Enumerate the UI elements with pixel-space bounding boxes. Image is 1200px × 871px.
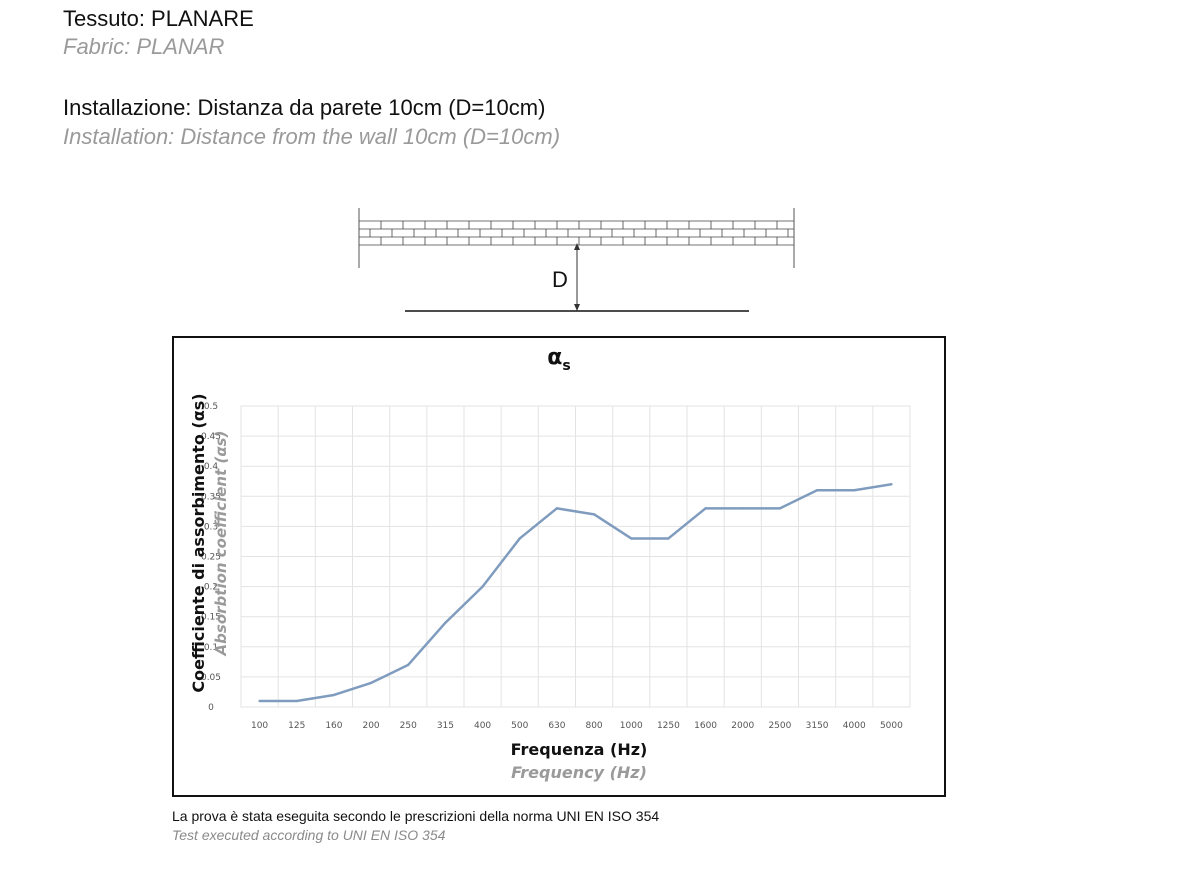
data-point xyxy=(258,699,261,703)
arrow-down-icon xyxy=(574,304,580,311)
fabric-title: Tessuto: PLANARE xyxy=(63,6,254,31)
x-tick-label: 630 xyxy=(548,721,565,731)
distance-label: D xyxy=(552,267,568,292)
chart-frame: αs 0 0.05 0.1 0.15 0.2 0.25 0.3 0.35 0.4 0.45 0.5 … xyxy=(172,336,946,797)
data-series xyxy=(258,483,893,703)
x-tick-label: 800 xyxy=(585,721,602,731)
brick-wall xyxy=(358,220,794,246)
data-point xyxy=(444,621,447,624)
data-point xyxy=(815,489,819,492)
arrow-up-icon xyxy=(574,243,580,250)
data-point xyxy=(518,537,521,540)
installation-subtitle: Installation: Distance from the wall 10c… xyxy=(63,124,561,149)
data-point xyxy=(741,507,744,510)
x-tick-label: 1600 xyxy=(694,721,717,731)
x-axis-label: Frequenza (Hz) xyxy=(511,740,648,759)
x-tick-label: 4000 xyxy=(843,721,866,731)
y-tick-label: 0.1 xyxy=(204,643,218,653)
x-tick-label: 500 xyxy=(511,721,528,731)
data-point xyxy=(332,693,336,697)
y-tick-labels: 0 0.05 0.1 0.15 0.2 0.25 0.3 0.35 0.4 0.45 0.5 xyxy=(201,402,221,713)
x-tick-label: 125 xyxy=(288,721,305,731)
installation-title: Installazione: Distanza da parete 10cm (… xyxy=(63,95,546,120)
y-tick-label: 0.05 xyxy=(201,673,221,683)
x-tick-label: 1000 xyxy=(620,721,643,731)
data-point xyxy=(704,507,707,510)
data-point xyxy=(407,663,410,667)
y-axis-label: Coefficiente di assorbimento (αs) xyxy=(189,393,208,692)
test-note: La prova è stata eseguita secondo le pre… xyxy=(172,808,660,824)
x-tick-label: 250 xyxy=(400,721,417,731)
absorption-chart: αs 00.050.10.150.20.250.30.350.40.450.5 … xyxy=(189,345,911,782)
data-point xyxy=(667,537,670,540)
data-point xyxy=(630,537,633,540)
y-tick-label: 0.5 xyxy=(204,402,218,412)
chart-grid xyxy=(240,405,911,708)
x-tick-label: 1250 xyxy=(657,721,680,731)
y-tick-label: 0.25 xyxy=(201,553,221,563)
fabric-subtitle: Fabric: PLANAR xyxy=(63,34,225,59)
y-tick-label: 0.15 xyxy=(201,613,221,623)
data-point xyxy=(369,681,373,685)
y-tick-label: 0.2 xyxy=(204,583,218,593)
chart-title: αs xyxy=(547,345,570,374)
y-tick-label: 0 xyxy=(208,703,214,713)
y-tick-label: 0.4 xyxy=(204,462,219,472)
data-point xyxy=(778,507,782,510)
data-point xyxy=(295,699,298,703)
data-point xyxy=(555,507,559,510)
x-tick-label: 200 xyxy=(362,721,379,731)
y-tick-label: 0.3 xyxy=(204,522,218,532)
y-tick-label: 0.45 xyxy=(201,432,221,442)
x-axis-label-en: Frequency (Hz) xyxy=(511,763,647,782)
x-tick-label: 400 xyxy=(474,721,491,731)
x-tick-label: 5000 xyxy=(880,721,903,731)
x-tick-label: 315 xyxy=(437,721,454,731)
test-note-en: Test executed according to UNI EN ISO 35… xyxy=(172,827,446,843)
x-tick-label: 2500 xyxy=(768,721,791,731)
data-point xyxy=(592,513,596,516)
y-axis-label-en: Absorbtion coefficient (αs) xyxy=(212,431,230,657)
series-line xyxy=(259,483,892,703)
data-point xyxy=(853,489,856,492)
x-tick-label: 3150 xyxy=(806,721,829,731)
x-tick-label: 160 xyxy=(325,721,342,731)
y-tick-label: 0.35 xyxy=(201,492,221,502)
wall-distance-diagram: D xyxy=(358,208,795,312)
data-point xyxy=(890,483,893,486)
x-tick-label: 100 xyxy=(251,721,268,731)
data-point xyxy=(481,585,484,588)
x-tick-label: 2000 xyxy=(731,721,754,731)
x-tick-labels: 100 125 160 200 250 315 400 500 630 800 1000 1250 16… xyxy=(251,721,903,731)
